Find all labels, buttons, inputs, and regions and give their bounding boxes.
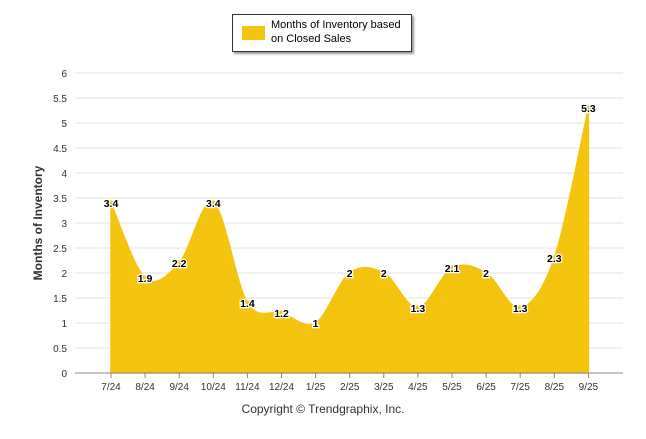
data-point — [210, 200, 216, 206]
data-label: 2.1 — [445, 263, 460, 275]
data-label: 2 — [381, 268, 387, 280]
y-tick-label: 2 — [61, 269, 67, 280]
y-tick-label: 0.5 — [53, 344, 67, 355]
y-tick-label: 5 — [61, 119, 67, 130]
y-tick-label: 6 — [61, 69, 67, 80]
y-tick-label: 3.5 — [53, 194, 67, 205]
y-tick-label: 5.5 — [53, 94, 67, 105]
data-point — [313, 320, 319, 326]
data-point — [244, 300, 250, 306]
data-label: 1.2 — [274, 308, 289, 320]
data-label: 2 — [347, 268, 353, 280]
copyright-footer: Copyright © Trendgraphix, Inc. — [241, 402, 405, 416]
x-tick-label: 2/25 — [340, 382, 360, 393]
y-axis-title: Months of Inventory — [31, 165, 45, 280]
data-point — [279, 310, 284, 316]
y-tick-label: 0 — [61, 369, 67, 380]
data-label: 1.4 — [240, 298, 255, 310]
data-point — [347, 270, 353, 276]
data-point — [551, 255, 557, 261]
data-point — [381, 270, 387, 276]
data-label: 2.2 — [172, 258, 187, 270]
x-tick-label: 6/25 — [476, 382, 496, 393]
data-label: 1.3 — [411, 303, 426, 315]
x-tick-label: 9/25 — [579, 382, 599, 393]
data-label: 5.3 — [581, 103, 596, 115]
y-tick-label: 3 — [61, 219, 67, 230]
x-tick-label: 7/25 — [510, 382, 530, 393]
data-point — [517, 305, 523, 311]
y-tick-label: 4.5 — [53, 144, 67, 155]
legend-swatch — [242, 26, 265, 40]
x-tick-label: 12/24 — [269, 382, 294, 393]
x-tick-label: 4/25 — [408, 382, 428, 393]
y-tick-label: 4 — [61, 169, 67, 180]
x-tick-label: 11/24 — [235, 382, 260, 393]
data-label: 1.3 — [513, 303, 528, 315]
x-tick-label: 3/25 — [374, 382, 394, 393]
data-point — [176, 260, 182, 266]
data-point — [449, 265, 455, 271]
data-label: 2.3 — [547, 253, 562, 265]
x-tick-label: 8/24 — [135, 382, 155, 393]
legend: Months of Inventory based on Closed Sale… — [232, 14, 412, 52]
x-tick-label: 7/24 — [101, 382, 121, 393]
legend-label: Months of Inventory based on Closed Sale… — [271, 19, 401, 45]
y-tick-label: 1.5 — [53, 294, 67, 305]
data-label: 1 — [313, 318, 319, 330]
y-tick-label: 2.5 — [53, 244, 67, 255]
x-tick-label: 9/24 — [169, 382, 189, 393]
data-point — [108, 200, 114, 206]
data-label: 1.9 — [138, 273, 153, 285]
x-tick-label: 5/25 — [442, 382, 462, 393]
data-point — [415, 305, 421, 311]
data-label: 2 — [483, 268, 489, 280]
data-point — [585, 105, 591, 111]
data-label: 3.4 — [206, 198, 221, 210]
data-point — [483, 270, 489, 276]
data-point — [142, 275, 148, 281]
x-tick-label: 10/24 — [201, 382, 226, 393]
y-tick-label: 1 — [61, 319, 67, 330]
x-tick-label: 1/25 — [306, 382, 326, 393]
x-tick-label: 8/25 — [545, 382, 565, 393]
data-label: 3.4 — [104, 198, 119, 210]
